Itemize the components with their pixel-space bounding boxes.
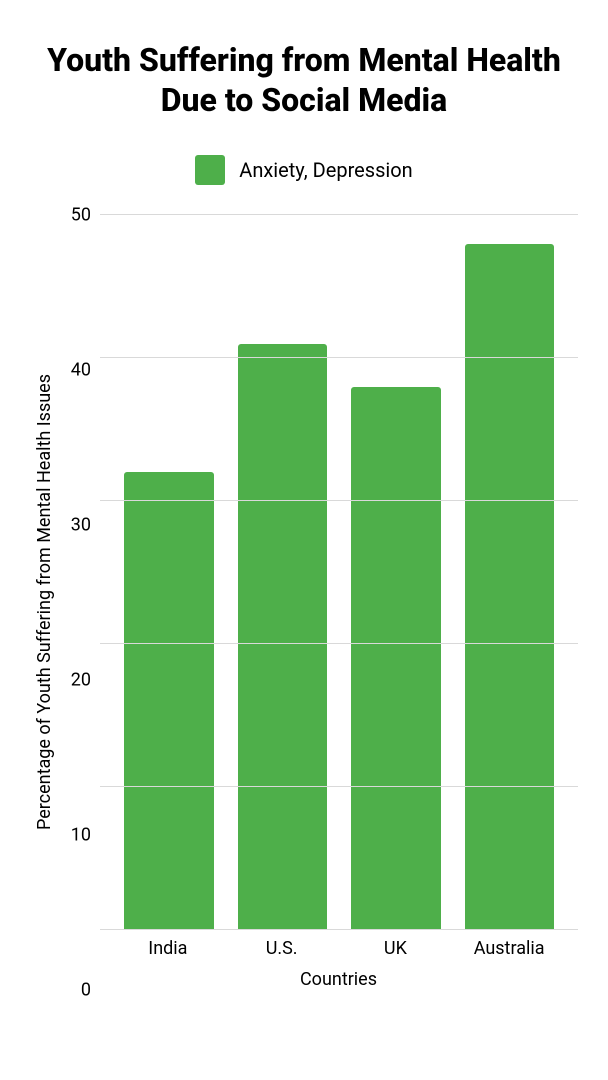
y-axis: 01020304050 <box>59 215 99 990</box>
y-tick: 40 <box>71 360 91 381</box>
bar <box>238 344 328 930</box>
gridline <box>100 786 578 787</box>
plot: India U.S. UK Australia Countries <box>99 215 578 1050</box>
bar <box>465 244 555 930</box>
legend-label: Anxiety, Depression <box>239 158 412 182</box>
bar <box>124 472 214 930</box>
x-tick: India <box>123 938 213 959</box>
y-tick: 20 <box>71 670 91 691</box>
gridline <box>100 929 578 930</box>
x-axis-label: Countries <box>99 969 578 990</box>
chart-area: Percentage of Youth Suffering from Menta… <box>30 215 578 1050</box>
y-tick: 10 <box>71 825 91 846</box>
legend: Anxiety, Depression <box>30 155 578 185</box>
x-axis: India U.S. UK Australia <box>99 930 578 959</box>
gridline <box>100 643 578 644</box>
y-axis-label: Percentage of Youth Suffering from Menta… <box>30 374 59 830</box>
x-tick: U.S. <box>237 938 327 959</box>
y-tick: 30 <box>71 515 91 536</box>
plot-area <box>99 215 578 930</box>
chart-title: Youth Suffering from Mental Health Due t… <box>30 40 578 120</box>
gridline <box>100 357 578 358</box>
gridline <box>100 214 578 215</box>
legend-swatch <box>195 155 225 185</box>
y-tick: 50 <box>71 205 91 226</box>
x-tick: Australia <box>464 938 554 959</box>
x-tick: UK <box>351 938 441 959</box>
bars-group <box>100 215 578 930</box>
bar <box>351 387 441 930</box>
y-tick: 0 <box>81 980 91 1001</box>
gridline <box>100 500 578 501</box>
chart-container: Youth Suffering from Mental Health Due t… <box>0 0 608 1080</box>
